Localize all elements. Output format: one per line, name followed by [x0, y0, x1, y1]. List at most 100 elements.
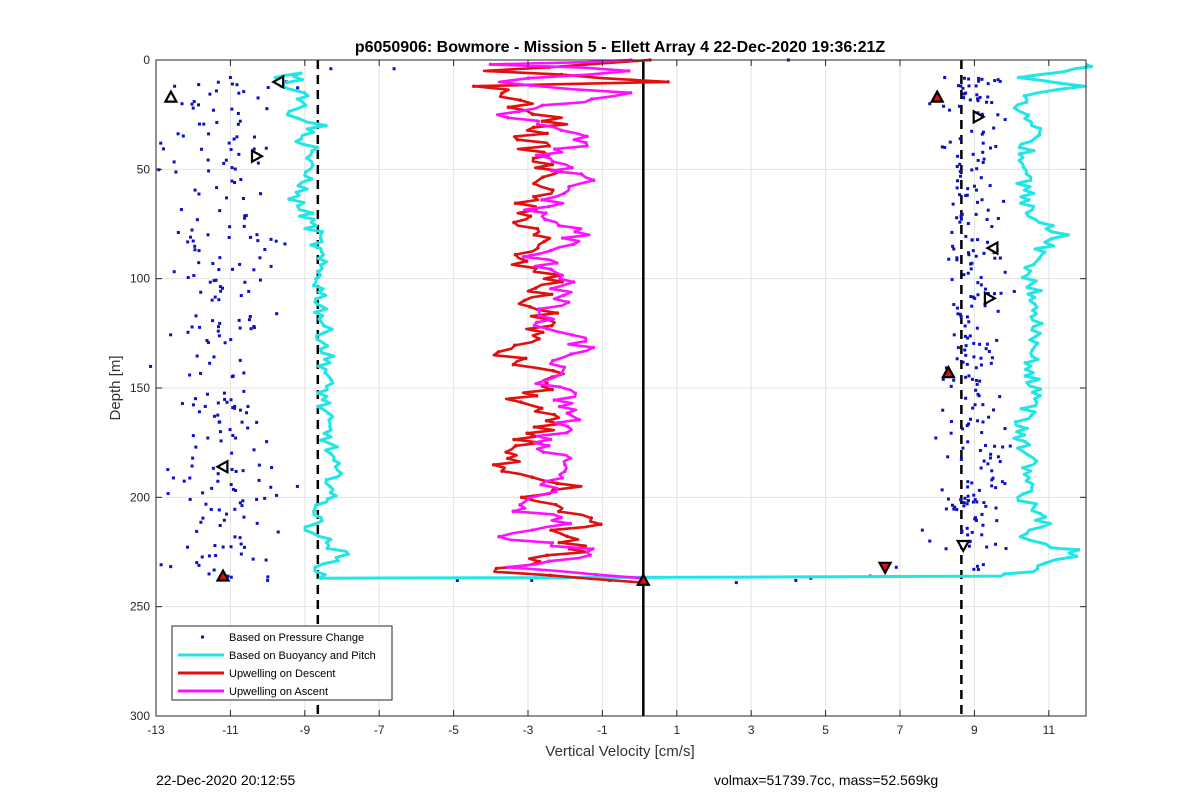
pressure-point — [973, 517, 977, 521]
series-point — [628, 91, 633, 95]
pressure-point — [952, 247, 956, 251]
pressure-point — [217, 298, 221, 302]
pressure-point — [392, 67, 396, 71]
series-point — [523, 356, 528, 361]
pressure-point — [993, 444, 997, 448]
y-tick-label: 250 — [130, 600, 150, 614]
pressure-point — [296, 86, 300, 90]
pressure-point — [230, 166, 234, 170]
pressure-point — [955, 306, 959, 310]
pressure-point — [251, 557, 255, 561]
pressure-point — [959, 214, 963, 218]
pressure-point — [212, 355, 216, 359]
pressure-point — [942, 104, 946, 108]
pressure-point — [958, 312, 962, 316]
pressure-point — [191, 403, 195, 407]
series-point — [317, 290, 321, 294]
pressure-point — [972, 493, 976, 497]
pressure-point — [229, 545, 233, 549]
pressure-point — [216, 401, 220, 405]
pressure-point — [961, 96, 965, 100]
pressure-point — [166, 468, 170, 472]
pressure-point — [214, 554, 218, 558]
pressure-point — [976, 99, 980, 103]
triangle-up-marker — [163, 89, 179, 103]
x-tick-label: -7 — [374, 723, 385, 737]
plot-area — [149, 58, 1094, 586]
pressure-point — [961, 86, 965, 90]
series-point — [1035, 566, 1040, 571]
pressure-point — [233, 535, 237, 539]
pressure-point — [190, 325, 194, 329]
pressure-point — [996, 216, 1000, 220]
series-point — [541, 175, 545, 179]
pressure-point — [981, 420, 985, 424]
series-point — [1023, 361, 1028, 365]
series-point — [320, 350, 324, 355]
series-point — [335, 445, 339, 449]
series-point — [324, 540, 329, 545]
pressure-point — [255, 521, 259, 525]
series-point — [304, 170, 308, 174]
series-point — [515, 137, 520, 142]
pressure-point — [994, 486, 998, 490]
pressure-point — [197, 261, 201, 265]
pressure-point — [967, 77, 971, 81]
pressure-point — [1000, 480, 1004, 484]
pressure-point — [229, 148, 233, 152]
series-point — [533, 575, 538, 580]
series-point — [511, 362, 516, 367]
pressure-point — [975, 93, 979, 97]
series-point — [1026, 113, 1031, 117]
pressure-point — [965, 362, 969, 366]
plot-frame — [155, 59, 1087, 717]
pressure-point — [237, 152, 241, 156]
pressure-point — [233, 404, 237, 408]
pressure-point — [258, 256, 262, 260]
series-point — [296, 116, 300, 121]
series-point — [1029, 139, 1034, 144]
pressure-point — [235, 83, 239, 87]
series-point — [593, 572, 598, 577]
series-point — [543, 217, 547, 222]
series-point — [525, 431, 529, 436]
series-point — [1024, 171, 1029, 176]
pressure-point — [203, 404, 207, 408]
pressure-point — [996, 455, 1000, 459]
series-point — [494, 566, 499, 571]
pressure-point — [998, 79, 1002, 83]
pressure-point — [207, 132, 211, 136]
pressure-point — [999, 291, 1003, 295]
pressure-point — [230, 451, 234, 455]
pressure-point — [971, 249, 975, 253]
series-point — [549, 267, 553, 272]
pressure-point — [956, 312, 960, 316]
series-point — [318, 303, 322, 308]
pressure-point — [197, 249, 201, 253]
pressure-point — [967, 544, 971, 548]
pressure-point — [982, 501, 986, 505]
pressure-point — [228, 225, 232, 229]
series-point — [1025, 452, 1030, 457]
series-point — [1012, 106, 1017, 110]
series-point — [1049, 236, 1054, 241]
series-point — [1051, 223, 1055, 228]
pressure-point — [956, 346, 960, 350]
series-point — [1028, 269, 1033, 273]
pressure-point — [215, 186, 219, 190]
pressure-point — [966, 251, 970, 255]
series-point — [311, 283, 316, 288]
pressure-point — [966, 498, 970, 502]
series-point — [528, 214, 533, 218]
pressure-point — [207, 554, 211, 558]
pressure-point — [230, 82, 234, 86]
series-point — [544, 419, 549, 423]
pressure-point — [238, 326, 242, 330]
pressure-point — [979, 283, 983, 287]
pressure-point — [243, 216, 247, 220]
pressure-point — [978, 448, 982, 452]
legend: Based on Pressure Change Based on Buoyanc… — [171, 625, 393, 701]
series-point — [1024, 100, 1029, 104]
pressure-point — [231, 487, 235, 491]
pressure-point — [974, 84, 978, 88]
